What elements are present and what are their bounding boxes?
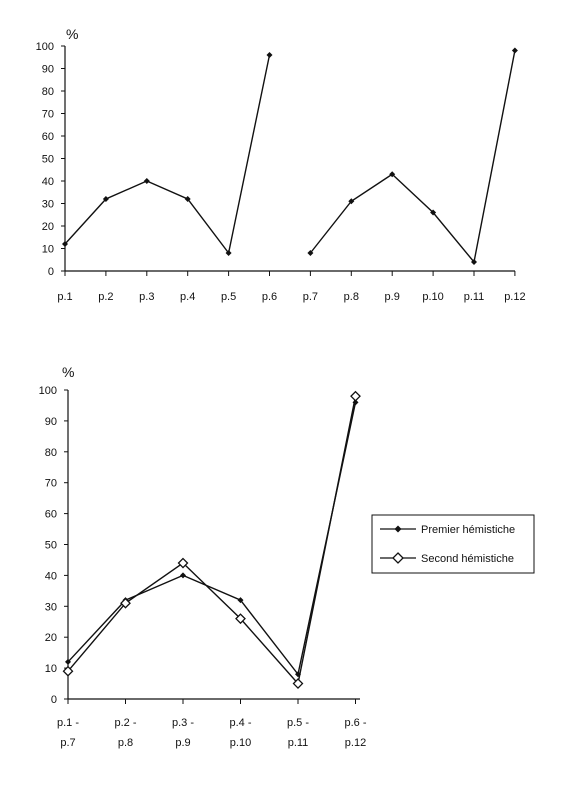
chart-bottom-x-tick-label: p.11 [288, 737, 309, 749]
chart-top: % 0 10 20 30 40 50 60 70 80 90 100 p.1 p.2 p.3 p.4 p.5 p… [36, 26, 526, 303]
chart-bottom-y-tick-label: 70 [45, 478, 57, 490]
chart-bottom-y-tick-label: 50 [45, 540, 57, 552]
chart-top-y-tick-label: 100 [36, 41, 54, 53]
chart-top-y-tick-label: 20 [42, 221, 54, 233]
legend: Premier hémistiche Second hémistiche [371, 514, 535, 574]
chart-top-y-tick-label: 70 [42, 109, 54, 121]
chart-bottom-x-tick-label: p.5 - [287, 717, 309, 729]
chart-top-x-tick-label: p.9 [385, 291, 400, 303]
chart-bottom-data-point [237, 597, 244, 604]
chart-bottom-data-point [62, 665, 74, 677]
chart-top-x-tick-label: p.12 [504, 291, 525, 303]
chart-bottom-y-tick-label: 100 [39, 385, 57, 397]
legend-marker-second [392, 552, 404, 564]
chart-bottom-x-tick-label: p.1 - [57, 717, 79, 729]
chart-top-data-point [184, 196, 191, 202]
chart-bottom-y-tick-label: 10 [45, 663, 57, 675]
chart-top-y-tick-label: 30 [42, 199, 54, 211]
chart-top-series-line [309, 50, 516, 264]
chart-top-x-tick-label: p.2 [98, 291, 113, 303]
chart-bottom-x-tick-label: p.7 [60, 737, 75, 749]
chart-bottom-x-tick-label: p.12 [345, 737, 366, 749]
chart-top-data-point [389, 171, 396, 178]
chart-top-x-tick-label: p.8 [344, 291, 359, 303]
chart-bottom-data-point [292, 678, 304, 689]
chart-bottom-x-tick-label: p.6 - [344, 717, 366, 729]
chart-top-x-tick-label: p.4 [180, 291, 195, 303]
chart-top-x-tick-label: p.1 [57, 291, 72, 303]
chart-top-data-point [471, 259, 477, 265]
chart-top-y-tick-label: 0 [48, 266, 54, 278]
chart-bottom-y-tick-label: 60 [45, 509, 57, 521]
chart-top-data-point [143, 178, 150, 184]
legend-marker-premier [394, 525, 402, 533]
chart-bottom-x-tick-label: p.10 [230, 737, 251, 749]
chart-top-y-unit: % [66, 26, 78, 42]
chart-bottom-data-point [350, 390, 361, 402]
chart-bottom-x-tick-label: p.4 - [229, 717, 251, 729]
chart-top-y-tick-label: 60 [42, 131, 54, 143]
chart-top-data-point [62, 241, 68, 247]
chart-top-y-tick-label: 40 [42, 176, 54, 188]
chart-top-x-tick-label: p.10 [422, 291, 443, 303]
chart-top-x-tick-label: p.3 [139, 291, 154, 303]
chart-bottom-x-tick-label: p.3 - [172, 717, 194, 729]
legend-label-premier: Premier hémistiche [421, 524, 515, 536]
chart-top-x-tick-label: p.6 [262, 291, 277, 303]
chart-top-data-point [266, 52, 273, 58]
chart-bottom-x-tick-label: p.8 [118, 737, 133, 749]
chart-bottom-y-unit: % [62, 364, 74, 380]
chart-bottom-x-tick-label: p.2 - [114, 717, 136, 729]
chart-bottom-y-tick-label: 20 [45, 632, 57, 644]
chart-bottom-y-tick-label: 30 [45, 601, 57, 613]
chart-bottom-data-point [177, 557, 189, 569]
chart-bottom-series-line [67, 402, 357, 676]
chart-top-x-tick-label: p.11 [464, 291, 485, 303]
chart-top-y-tick-label: 50 [42, 154, 54, 166]
chart-top-data-point [307, 250, 314, 256]
chart-top-data-point [348, 198, 355, 205]
chart-top-data-point [102, 196, 109, 202]
chart-top-data-point [511, 47, 518, 54]
chart-top-x-tick-label: p.7 [303, 291, 318, 303]
chart-top-data-point [225, 250, 232, 256]
chart-top-x-tick-label: p.5 [221, 291, 236, 303]
chart-bottom-data-point [235, 613, 246, 625]
chart-top-series-line [64, 54, 271, 255]
chart-bottom-series-line [67, 396, 357, 686]
chart-bottom-x-tick-label: p.9 [175, 737, 190, 749]
chart-bottom-data-point [65, 658, 71, 665]
chart-top-y-tick-label: 10 [42, 244, 54, 256]
chart-bottom-y-tick-label: 0 [51, 694, 57, 706]
legend-box [371, 514, 535, 574]
chart-bottom-data-point [180, 572, 186, 579]
chart-bottom-y-tick-label: 40 [45, 570, 57, 582]
chart-bottom-y-tick-label: 80 [45, 447, 57, 459]
legend-label-second: Second hémistiche [421, 553, 514, 565]
chart-bottom-y-tick-label: 90 [45, 416, 57, 428]
chart-bottom-data-point [120, 597, 131, 609]
chart-bottom: % 0 10 20 30 40 50 60 70 80 90 100 p.1 - p.7 p.2 - p.8… [39, 364, 367, 749]
chart-top-data-point [430, 209, 437, 216]
chart-top-y-tick-label: 80 [42, 86, 54, 98]
chart-top-y-tick-label: 90 [42, 64, 54, 76]
